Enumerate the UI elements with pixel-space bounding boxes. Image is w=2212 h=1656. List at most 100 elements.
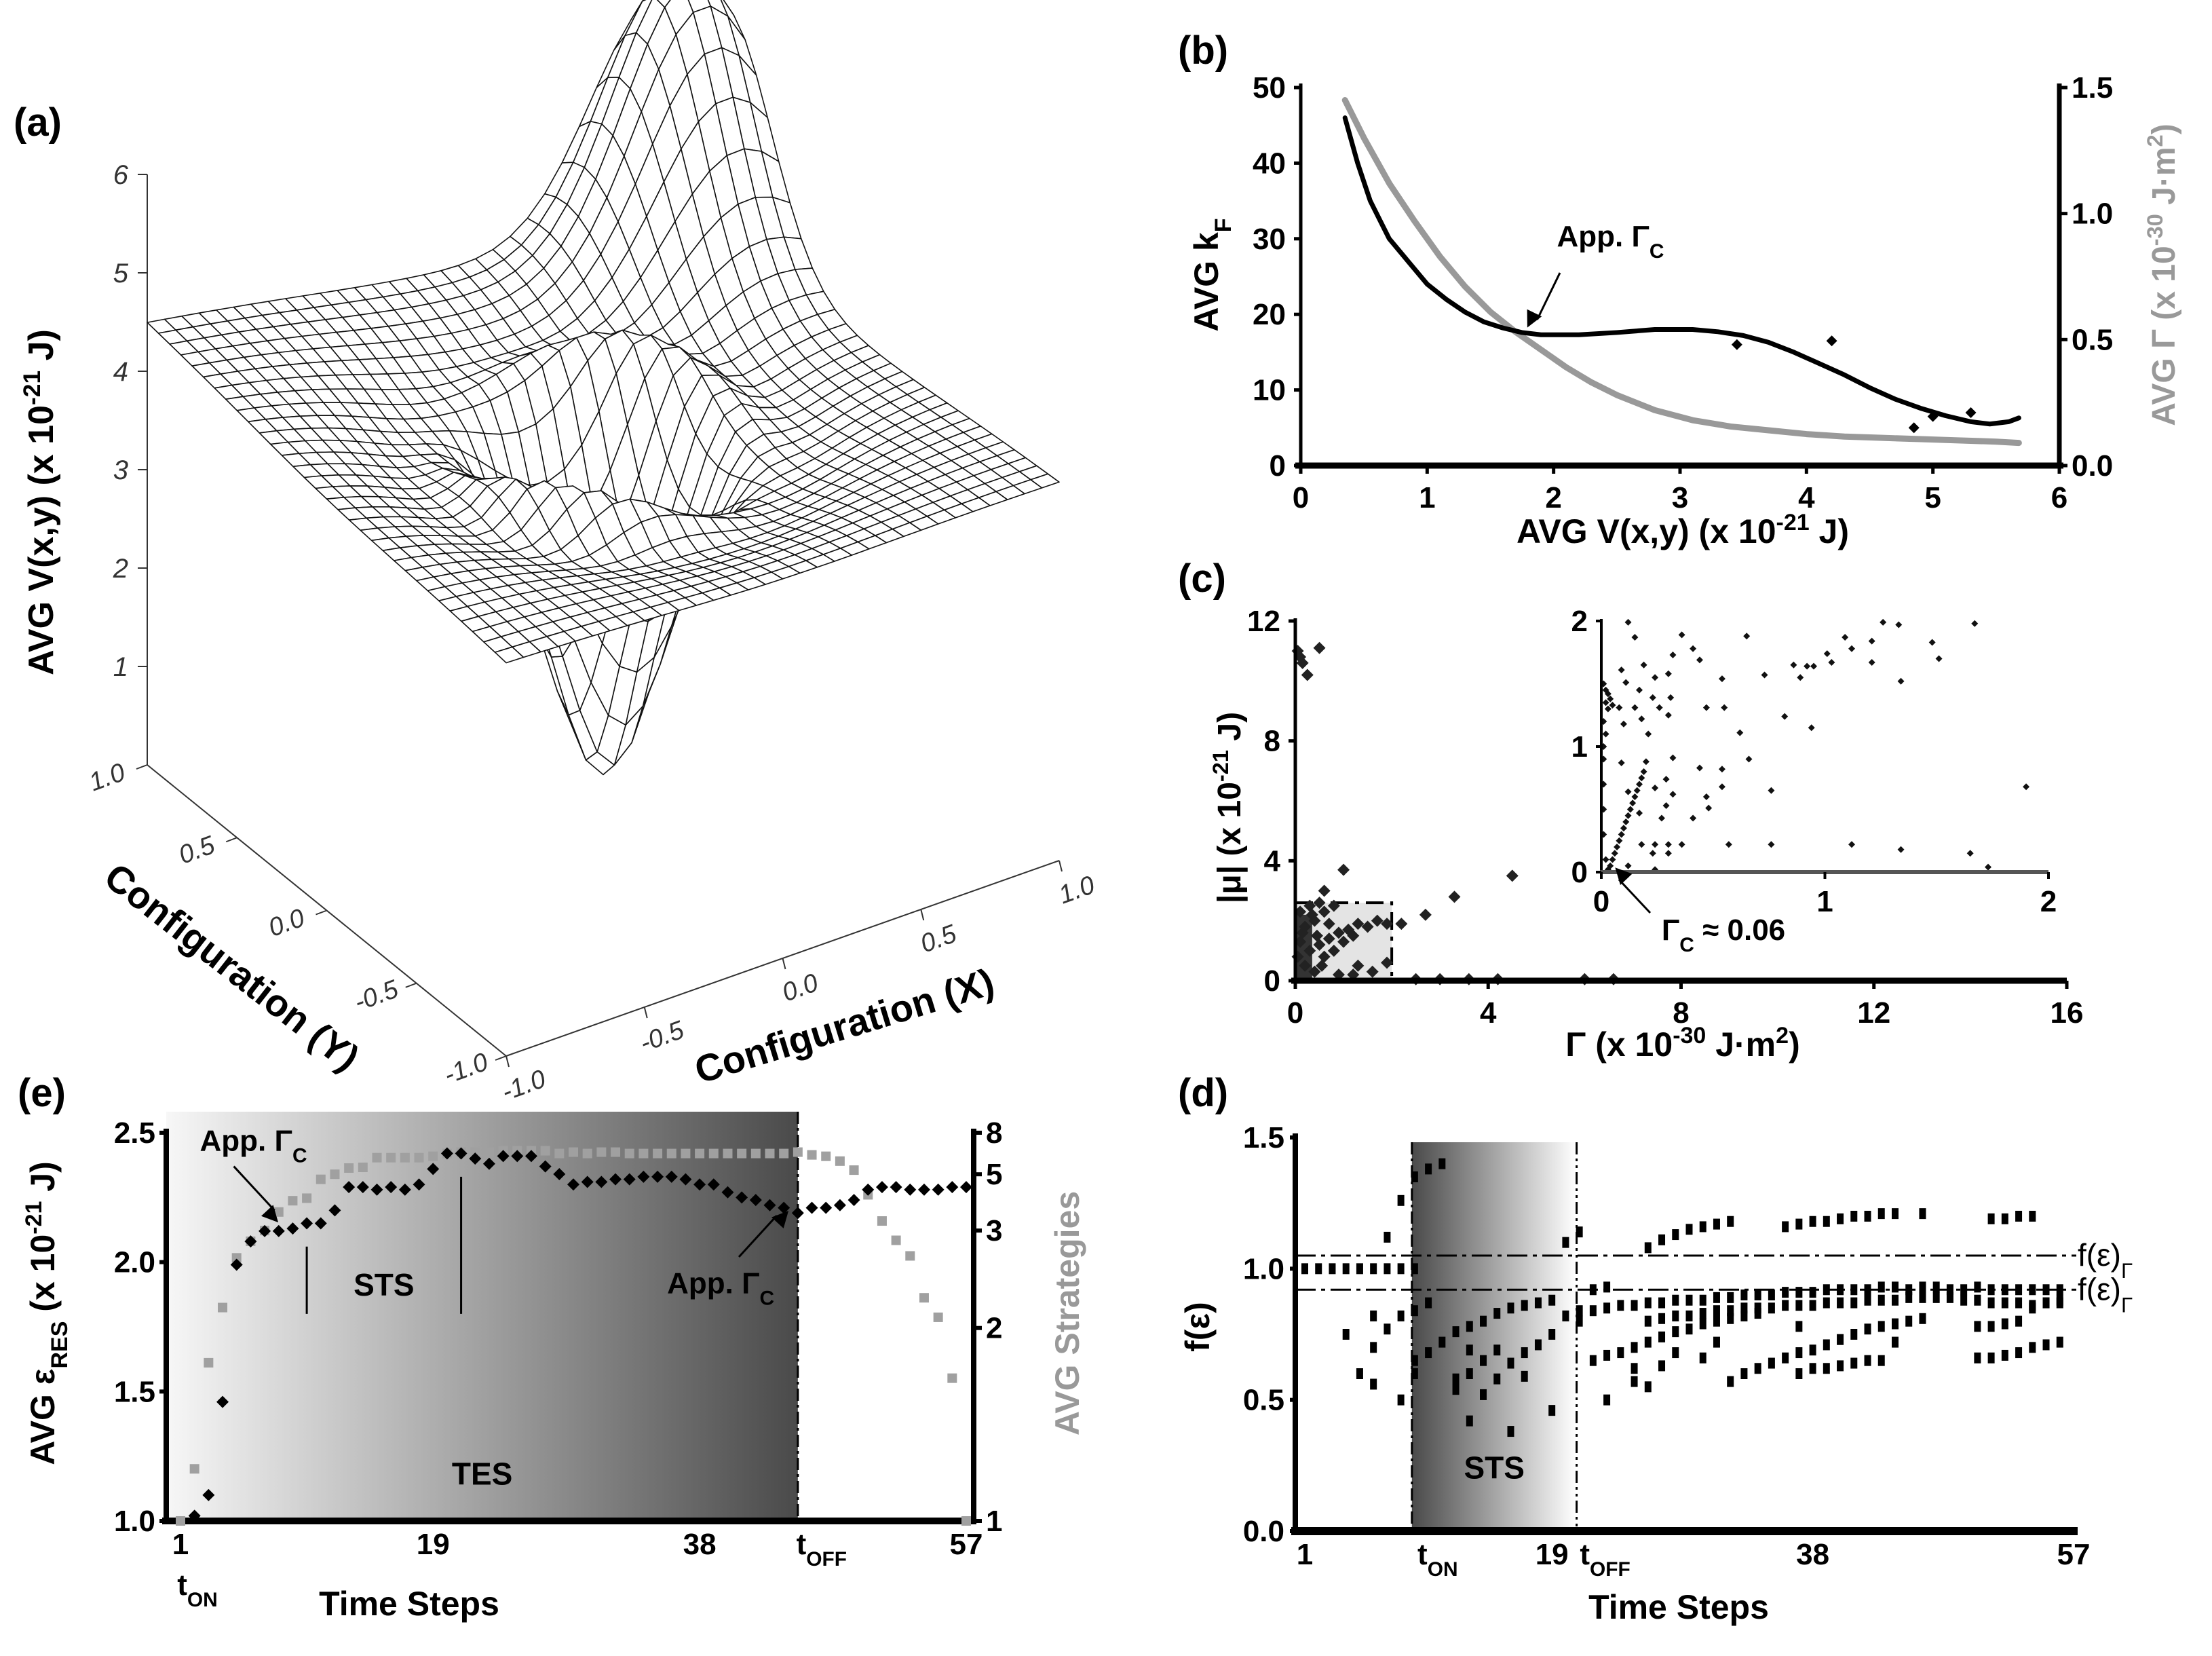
f-point: [1877, 1294, 1885, 1306]
inset-point: [1636, 780, 1643, 788]
y-tick-label: -1.0: [440, 1048, 492, 1090]
f-point: [1370, 1342, 1377, 1353]
y-right-axis-label-part: J·m: [2146, 147, 2182, 214]
x-tick: [782, 958, 786, 970]
y-tick-label: 10: [1253, 374, 1286, 407]
f-point: [1685, 1323, 1693, 1335]
strategies-point: [638, 1148, 649, 1159]
f-point: [1411, 1263, 1418, 1275]
scatter-point: [1316, 959, 1329, 972]
z-tick-label: 2: [113, 554, 128, 584]
annotation-app-gamma-c-right-part: App. Γ: [667, 1266, 759, 1300]
annotation-arrow-right: [738, 1211, 789, 1258]
eres-point: [244, 1235, 257, 1248]
x-axis-label: AVG V(x,y) (x 10-21 J): [1517, 510, 1849, 550]
gamma-c-annotation-part: Γ: [1662, 914, 1679, 947]
f-point: [1919, 1281, 1926, 1293]
f-point: [2015, 1284, 2023, 1296]
f-point: [1466, 1368, 1473, 1379]
f-point: [1713, 1292, 1720, 1303]
scatter-point: [1313, 939, 1326, 951]
inset-chart: 0 1 2 0 1 2 ΓC ≈ 0.06: [1571, 605, 2057, 956]
y-axis-label-part: -21: [1208, 750, 1233, 782]
y-axis-label: f(ε): [1179, 1302, 1217, 1352]
f-point: [1713, 1336, 1720, 1348]
f-point: [1617, 1347, 1624, 1359]
inset-point: [1985, 863, 1992, 871]
y-tick: [405, 982, 417, 988]
f-point: [1603, 1394, 1611, 1406]
scatter-point: [1337, 863, 1350, 876]
x-tick: [506, 1055, 510, 1068]
scatter-point: [1371, 914, 1384, 927]
y-tick-label: 12: [1247, 605, 1280, 638]
inset-point: [1880, 618, 1887, 626]
y-axis-label: AVG kF: [1187, 218, 1236, 331]
inset-point: [1664, 850, 1672, 857]
f-point: [1425, 1163, 1432, 1175]
inset-point: [1797, 674, 1804, 681]
f-point: [1837, 1297, 1844, 1309]
strategies-point: [316, 1174, 326, 1184]
f-point: [1877, 1281, 1885, 1293]
inset-point: [1662, 802, 1670, 809]
inset-point: [1662, 776, 1670, 783]
y-right-tick-label: 2: [986, 1312, 1002, 1345]
eres-point: [440, 1147, 453, 1160]
inset-point: [1935, 655, 1943, 662]
inset-point: [1897, 846, 1905, 853]
y-right-tick-label: 0.5: [2072, 323, 2113, 356]
eres-point: [511, 1150, 524, 1163]
scatter-point: [1337, 935, 1350, 948]
inset-point: [1718, 783, 1725, 791]
x-axis-label-part: Configuration (X): [689, 960, 999, 1091]
x-tick-label: 1: [1297, 1538, 1313, 1571]
inset-point: [1624, 788, 1632, 795]
strategies-point: [961, 1516, 971, 1526]
eres-point: [385, 1181, 398, 1194]
inset-point: [1718, 675, 1725, 683]
eres-point: [427, 1163, 440, 1175]
y-axis-label: AVG εRES (x 10-21 J): [21, 1161, 73, 1465]
surface-mesh: [147, 0, 1060, 776]
eres-point: [946, 1181, 959, 1194]
eres-point: [469, 1152, 482, 1165]
t-on-label: tON: [1417, 1538, 1458, 1581]
panel-label-c: (c): [1178, 557, 1226, 601]
tes-label: TES: [452, 1456, 512, 1492]
f-point: [1384, 1263, 1391, 1275]
f-point: [1562, 1310, 1569, 1321]
inset-x-tick-label: 2: [2040, 885, 2057, 918]
y-tick: [316, 909, 327, 916]
x-tick: [643, 1006, 648, 1019]
gamma-c-annotation: ΓC ≈ 0.06: [1662, 914, 1785, 956]
strategies-point: [428, 1151, 438, 1161]
y-axis-label-part: F: [1210, 218, 1236, 232]
x-tick-label: 0: [1293, 481, 1309, 514]
f-point: [1301, 1263, 1308, 1275]
t-off-label: tOFF: [797, 1528, 847, 1570]
y-right-axis-label-part: -30: [2142, 214, 2167, 246]
strategies-point: [919, 1293, 929, 1303]
x-tick-label: 19: [417, 1528, 450, 1561]
f-point: [1782, 1300, 1789, 1311]
f-point: [1864, 1211, 1871, 1222]
strategies-point: [653, 1148, 663, 1159]
annotation-app-gamma-c-part: C: [1650, 240, 1664, 262]
f-point: [1754, 1290, 1761, 1300]
scatter-point: [1352, 959, 1365, 972]
strategies-point: [891, 1235, 901, 1245]
eres-point: [679, 1173, 692, 1186]
y-right-axis-label-part: ): [2146, 124, 2182, 134]
y-tick-label: 0: [1270, 449, 1286, 483]
eres-point: [188, 1509, 201, 1522]
inset-point: [1810, 662, 1818, 670]
strategies-point: [302, 1193, 312, 1203]
strategies-point: [807, 1150, 817, 1160]
t-off-label-part: OFF: [1590, 1558, 1631, 1581]
f-point: [1960, 1284, 1968, 1296]
scatter-point: [1332, 926, 1345, 939]
f-point: [2056, 1284, 2063, 1296]
x-axis-label-part: -21: [1776, 510, 1810, 535]
